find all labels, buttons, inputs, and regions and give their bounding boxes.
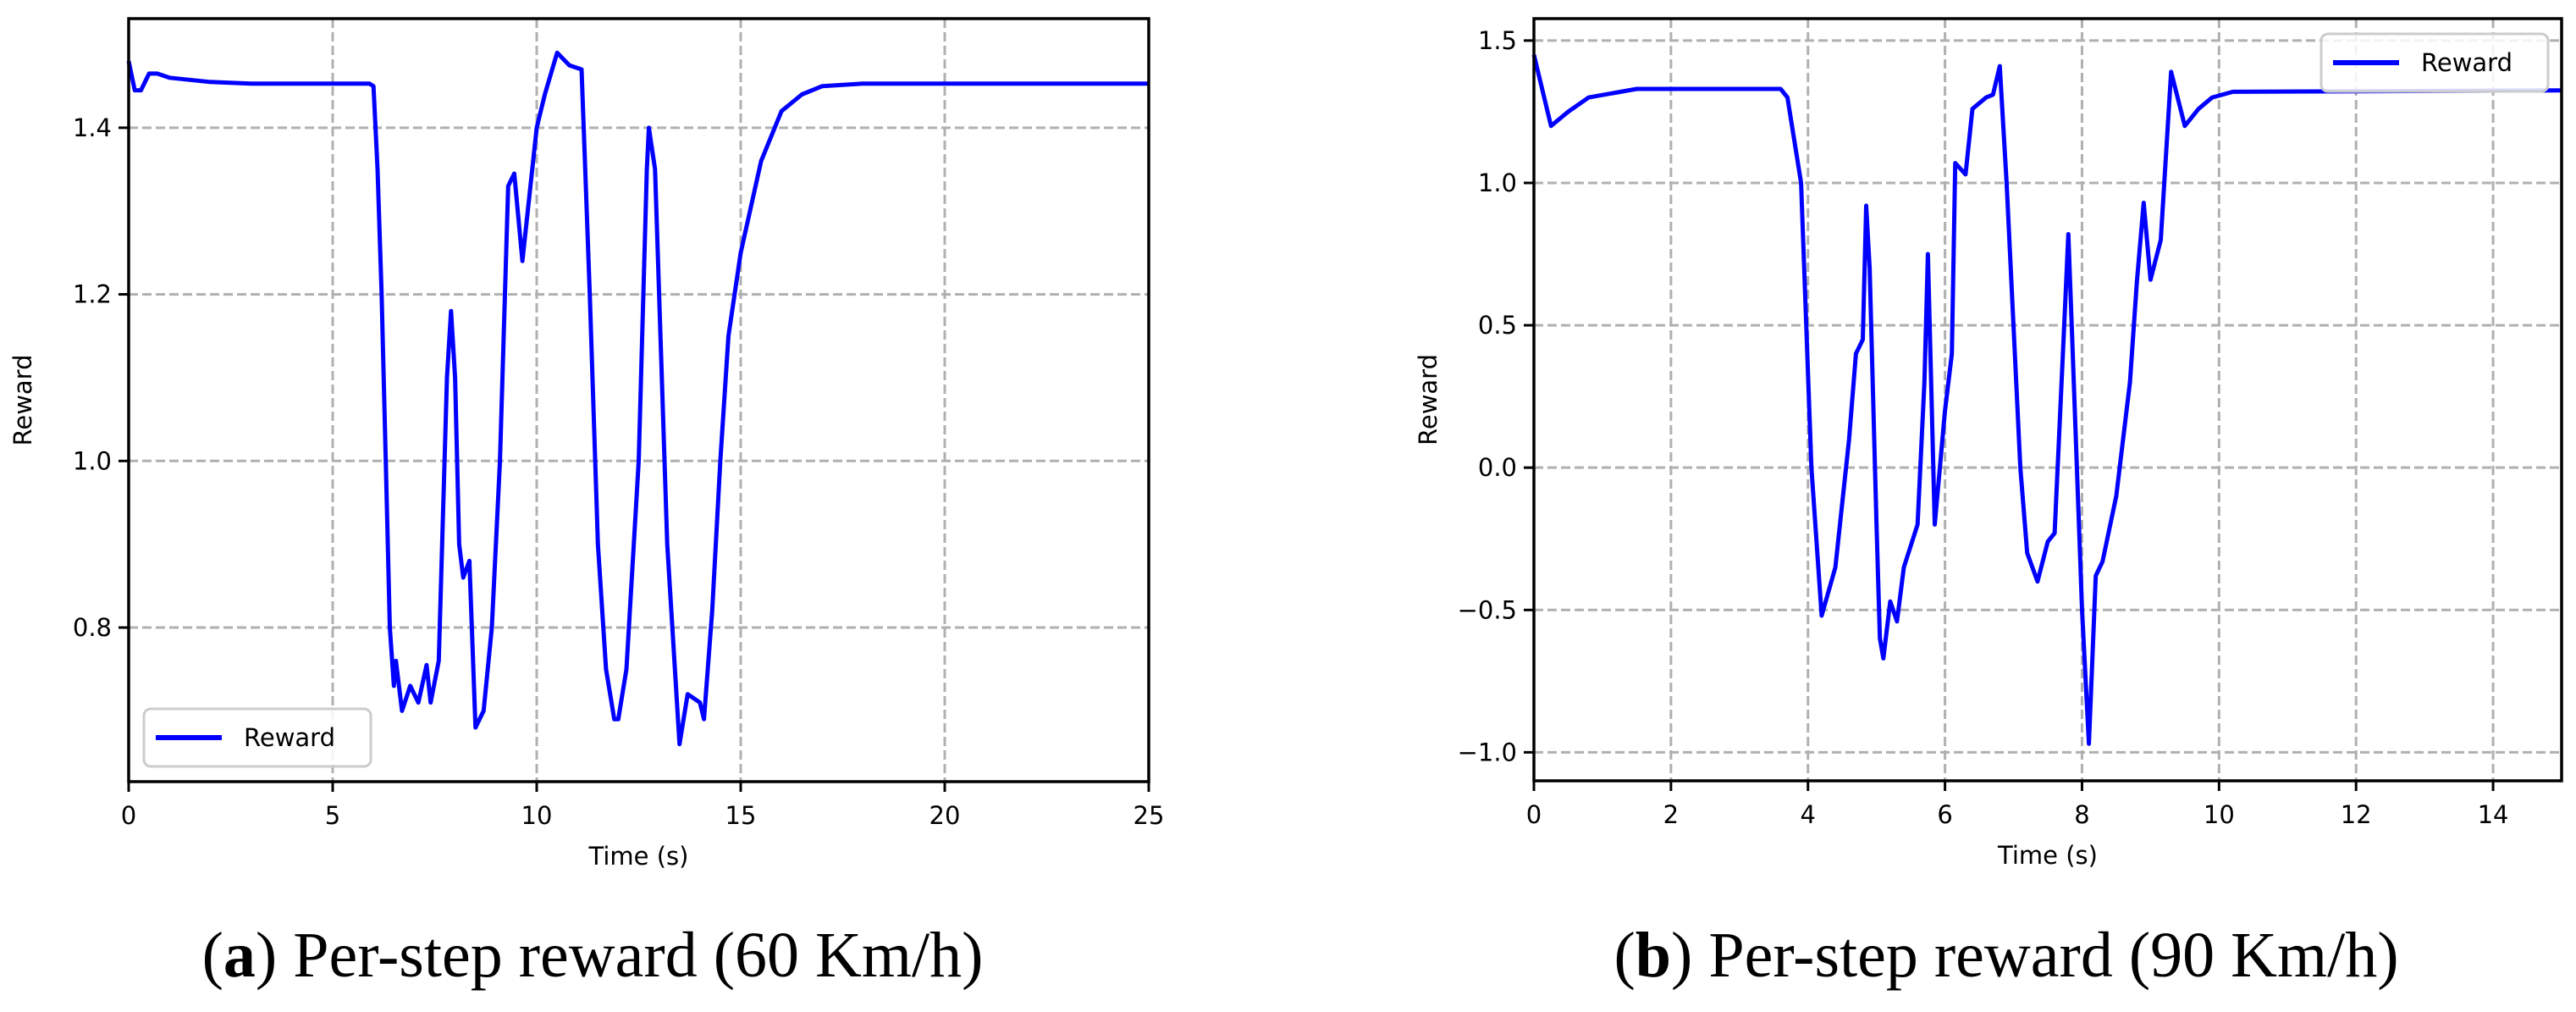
x-tick-label: 2 [1663, 800, 1679, 829]
legend-label: Reward [244, 723, 335, 752]
x-axis-label: Time (s) [588, 842, 689, 871]
y-tick-label: 1.0 [73, 446, 112, 475]
reward-line [126, 50, 1149, 747]
y-axis-label: Reward [1414, 354, 1442, 445]
y-tick-label: 0.0 [1478, 453, 1517, 482]
caption-b: (b) Per-step reward (90 Km/h) [1613, 920, 2399, 991]
legend-label: Reward [2421, 48, 2513, 77]
x-tick-label: 5 [325, 801, 340, 830]
x-tick-label: 14 [2478, 800, 2509, 829]
x-tick-label: 6 [1937, 800, 1952, 829]
legend: Reward [2320, 32, 2550, 93]
x-tick-label: 10 [521, 801, 553, 830]
caption-a-letter: a [223, 920, 256, 991]
x-tick-label: 8 [2074, 800, 2089, 829]
chart-panel-b: 0 2 4 6 8 10 12 14 −1.0 −0.5 0.0 0.5 1.0 1.5 Time (s) R… [1414, 17, 2563, 870]
caption-a: (a) Per-step reward (60 Km/h) [201, 920, 984, 991]
y-tick-label: −1.0 [1458, 738, 1517, 766]
legend: Reward [142, 707, 372, 768]
x-tick-label: 15 [725, 801, 757, 830]
y-axis-label: Reward [8, 355, 37, 446]
plot-frame [127, 17, 1150, 783]
y-tick-label: 1.2 [73, 280, 112, 309]
caption-a-text: Per-step reward (60 Km/h) [293, 920, 984, 991]
x-tick-label: 0 [1526, 800, 1542, 829]
y-tick-label: 1.5 [1478, 26, 1517, 55]
y-tick-label: 0.5 [1478, 311, 1517, 340]
x-axis-label: Time (s) [1997, 841, 2098, 870]
caption-b-letter: b [1635, 920, 1672, 991]
caption-b-text: Per-step reward (90 Km/h) [1708, 920, 2399, 991]
reward-line [1531, 54, 2562, 746]
y-tick-label: 1.4 [73, 113, 112, 142]
y-tick-label: 0.8 [73, 613, 112, 642]
x-tick-label: 12 [2341, 800, 2372, 829]
chart-panel-a: 0 5 10 15 20 25 0.8 1.0 1.2 1.4 Time (s) Reward Rewa… [8, 17, 1165, 871]
x-tick-label: 0 [121, 801, 136, 830]
x-tick-label: 25 [1134, 801, 1165, 830]
x-tick-label: 20 [929, 801, 961, 830]
x-tick-label: 4 [1801, 800, 1816, 829]
y-tick-label: −0.5 [1458, 595, 1517, 624]
plot-frame [1532, 17, 2563, 783]
y-tick-label: 1.0 [1478, 169, 1517, 197]
x-tick-label: 10 [2204, 800, 2235, 829]
